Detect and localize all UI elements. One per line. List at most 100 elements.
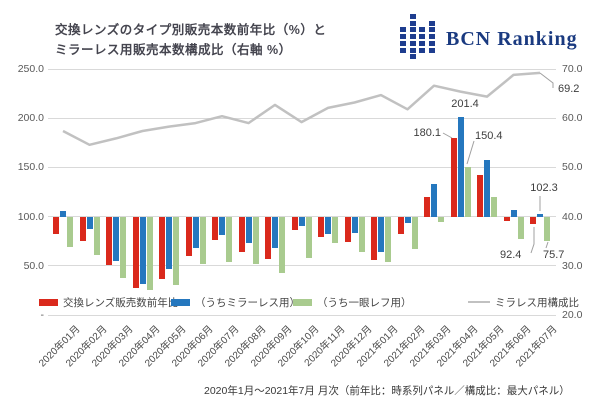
left-axis-tick: 100.0	[17, 210, 44, 223]
bar-（うち一眼レフ用）-2021年05月	[491, 196, 497, 217]
bar-交換レンズ販売数前年比-2020年11月	[318, 216, 324, 238]
data-label-jul21-green: 75.7	[543, 249, 565, 261]
bar-（うち一眼レフ用）-2021年04月	[464, 167, 471, 217]
bar-交換レンズ販売数前年比-2021年04月	[450, 137, 457, 217]
bar-（うち一眼レフ用）-2020年12月	[358, 216, 365, 253]
right-axis-tick: 70.0	[562, 63, 583, 75]
bar-（うち一眼レフ用）-2020年06月	[199, 216, 206, 264]
bar-（うち一眼レフ用）-2020年01月	[67, 216, 73, 248]
data-label-apr21-blue: 201.4	[451, 98, 479, 110]
bar-（うちミラーレス用）-2020年12月	[351, 216, 358, 234]
bar-交換レンズ販売数前年比-2021年01月	[371, 216, 377, 260]
legend-swatch-icon	[171, 298, 190, 306]
bar-（うちミラーレス用）-2021年03月	[431, 184, 437, 217]
bar-交換レンズ販売数前年比-2020年03月	[106, 216, 112, 265]
data-label-jul21-line: 69.2	[558, 83, 580, 95]
bar-（うちミラーレス用）-2020年10月	[298, 216, 305, 227]
chart-title-line1: 交換レンズのタイプ別販売本数前年比（%）と	[55, 23, 327, 37]
bar-（うちミラーレス用）-2020年05月	[166, 216, 172, 269]
bar-交換レンズ販売数前年比-2021年05月	[477, 175, 483, 217]
bar-（うち一眼レフ用）-2021年07月	[544, 216, 550, 241]
right-axis-tick: 30.0	[562, 259, 583, 272]
bar-交換レンズ販売数前年比-2021年06月	[503, 216, 510, 221]
chart-title: 交換レンズのタイプ別販売本数前年比（%）と ミラーレス用販売本数構成比（右軸 %…	[55, 20, 326, 60]
bar-（うち一眼レフ用）-2020年11月	[332, 216, 338, 244]
left-axis-tick: 50.0	[23, 259, 44, 272]
bar-交換レンズ販売数前年比-2020年09月	[265, 216, 271, 259]
chart-title-line2: ミラーレス用販売本数構成比（右軸 %）	[55, 43, 292, 57]
bar-（うちミラーレス用）-2020年08月	[245, 216, 252, 244]
bar-交換レンズ販売数前年比-2021年02月	[397, 216, 404, 235]
bcn-logo-squares-icon	[400, 14, 438, 62]
bar-（うち一眼レフ用）-2020年03月	[120, 216, 126, 278]
bar-（うちミラーレス用）-2020年01月	[60, 210, 66, 217]
bar-（うち一眼レフ用）-2021年02月	[411, 216, 418, 250]
legend-label: 交換レンズ販売数前年比	[63, 296, 179, 309]
footer-caption: 2020年1月～2021年7月 月次（前年比：時系列パネル／構成比：最大パネル）	[204, 385, 570, 397]
bar-（うち一眼レフ用）-2020年10月	[305, 216, 312, 258]
legend-item-4: ミラレス用構成比	[468, 296, 579, 309]
bar-（うちミラーレス用）-2020年03月	[113, 216, 119, 261]
bar-（うちミラーレス用）-2021年02月	[404, 216, 411, 224]
left-axis-tick: 200.0	[17, 112, 44, 125]
bar-（うちミラーレス用）-2021年01月	[378, 216, 384, 253]
legend-item-3: （うち一眼レフ用）	[293, 296, 412, 309]
bar-（うちミラーレス用）-2021年06月	[510, 209, 517, 217]
bar-（うちミラーレス用）-2021年07月	[537, 214, 543, 217]
bar-（うちミラーレス用）-2021年05月	[484, 159, 490, 217]
bar-交換レンズ販売数前年比-2020年04月	[132, 216, 139, 289]
legend-swatch-icon	[293, 298, 312, 306]
legend-item-2: （うちミラーレス用）	[171, 296, 300, 309]
data-label-apr21-green: 150.4	[475, 130, 503, 142]
bcn-ranking-logo: BCN Ranking	[400, 13, 580, 63]
bar-交換レンズ販売数前年比-2020年02月	[79, 216, 86, 242]
data-label-apr21-red: 180.1	[413, 127, 441, 139]
bar-（うち一眼レフ用）-2020年08月	[252, 216, 259, 264]
bar-（うち一眼レフ用）-2020年02月	[93, 216, 100, 255]
bar-（うちミラーレス用）-2020年11月	[325, 216, 331, 235]
bar-交換レンズ販売数前年比-2020年05月	[159, 216, 165, 279]
left-axis-tick: 150.0	[17, 161, 44, 174]
right-axis-tick: 50.0	[562, 161, 583, 174]
gridline	[48, 117, 556, 119]
legend-swatch-icon	[468, 300, 490, 304]
bar-（うちミラーレス用）-2020年06月	[192, 216, 199, 249]
bar-交換レンズ販売数前年比-2020年12月	[344, 216, 351, 243]
bar-（うち一眼レフ用）-2020年04月	[146, 216, 153, 291]
bar-交換レンズ販売数前年比-2021年03月	[424, 196, 430, 217]
bar-（うちミラーレス用）-2020年09月	[272, 216, 278, 249]
bar-（うち一眼レフ用）-2020年05月	[173, 216, 179, 286]
bar-交換レンズ販売数前年比-2021年07月	[530, 216, 536, 225]
gridline	[48, 314, 556, 316]
bar-交換レンズ販売数前年比-2020年10月	[291, 216, 298, 231]
gridline	[48, 265, 556, 267]
legend-label: ミラレス用構成比	[495, 296, 579, 309]
left-axis-tick: -	[40, 309, 45, 321]
legend-swatch-icon	[39, 298, 58, 306]
right-axis-tick: 40.0	[562, 210, 583, 223]
left-axis-tick: 250.0	[17, 63, 44, 75]
bar-（うち一眼レフ用）-2021年03月	[438, 216, 444, 222]
right-axis-tick: 20.0	[562, 309, 583, 321]
gridline	[48, 166, 556, 168]
bar-（うち一眼レフ用）-2021年06月	[517, 216, 524, 240]
bar-（うちミラーレス用）-2020年04月	[139, 216, 146, 284]
right-axis-tick: 60.0	[562, 112, 583, 125]
bar-（うちミラーレス用）-2021年04月	[457, 116, 464, 217]
bar-（うち一眼レフ用）-2020年07月	[226, 216, 232, 262]
bar-交換レンズ販売数前年比-2020年06月	[185, 216, 192, 256]
bar-（うち一眼レフ用）-2020年09月	[279, 216, 285, 273]
bar-（うち一眼レフ用）-2021年01月	[385, 216, 391, 262]
bar-交換レンズ販売数前年比-2020年08月	[238, 216, 245, 253]
data-label-jul21-red: 92.4	[500, 249, 522, 261]
gridline	[48, 68, 556, 70]
bar-交換レンズ販売数前年比-2020年01月	[53, 216, 59, 235]
data-label-jul21-blue: 102.3	[530, 182, 558, 194]
legend-label: （うちミラーレス用）	[195, 296, 300, 309]
bcn-logo-text: BCN Ranking	[446, 28, 578, 50]
bar-（うちミラーレス用）-2020年07月	[219, 216, 225, 236]
bar-（うちミラーレス用）-2020年02月	[86, 216, 93, 230]
legend-item-1: 交換レンズ販売数前年比	[39, 296, 179, 309]
